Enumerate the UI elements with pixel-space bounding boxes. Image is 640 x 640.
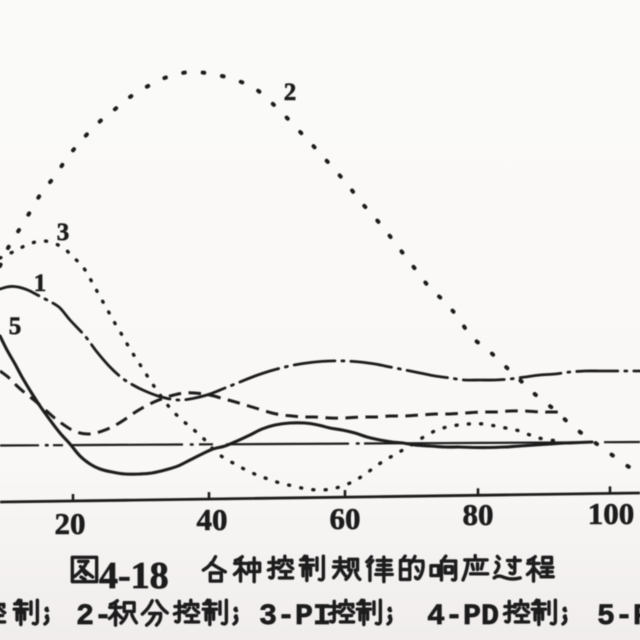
svg-text:2: 2 — [284, 79, 297, 106]
svg-text:5: 5 — [9, 313, 22, 340]
svg-text:4-PD: 4-PD — [427, 600, 499, 634]
svg-text:20: 20 — [55, 506, 86, 541]
svg-text:60: 60 — [330, 501, 361, 536]
svg-text:100: 100 — [588, 496, 635, 531]
svg-text:2-: 2- — [76, 600, 112, 634]
svg-text:1: 1 — [34, 270, 47, 297]
svg-text:80: 80 — [463, 497, 494, 532]
svg-text:4-18: 4-18 — [99, 555, 169, 597]
svg-text:3: 3 — [57, 219, 70, 246]
svg-text:3-PI: 3-PI — [259, 600, 331, 634]
svg-text:40: 40 — [197, 502, 228, 537]
svg-text:5-P: 5-P — [597, 600, 640, 634]
